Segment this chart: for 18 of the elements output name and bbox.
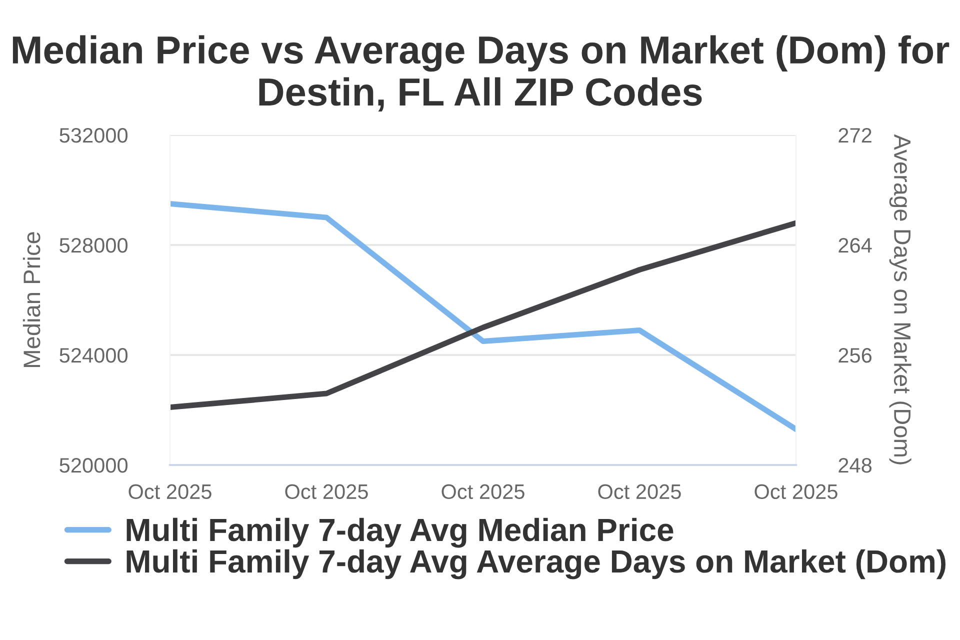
y2-tick-label: 272 xyxy=(838,128,872,143)
legend-label: Multi Family 7-day Avg Median Price xyxy=(126,518,674,548)
x-tick-label: Oct 2025 xyxy=(598,484,681,500)
y2-tick-label: 256 xyxy=(838,348,872,363)
x-tick-label: Oct 2025 xyxy=(285,484,368,500)
legend-label: Multi Family 7-day Avg Average Days on Market (Dom) xyxy=(126,549,946,580)
x-tick-label: Oct 2025 xyxy=(442,484,524,500)
chart-title: Median Price vs Average Days on Market (Dom) for Destin, FL All ZIP Codes xyxy=(12,35,950,112)
y2-axis-title: Average Days on Market (Dom) xyxy=(889,134,912,464)
y-tick-label: 528000 xyxy=(60,238,128,253)
y2-tick-label: 248 xyxy=(838,458,872,473)
x-tick-label: Oct 2025 xyxy=(754,484,838,500)
y-tick-label: 520000 xyxy=(60,458,128,473)
y-tick-label: 532000 xyxy=(60,128,128,143)
y-axis-title: Median Price xyxy=(22,232,40,367)
y2-tick-label: 264 xyxy=(838,238,872,253)
x-tick-label: Oct 2025 xyxy=(128,484,212,500)
y-tick-label: 524000 xyxy=(60,348,128,363)
